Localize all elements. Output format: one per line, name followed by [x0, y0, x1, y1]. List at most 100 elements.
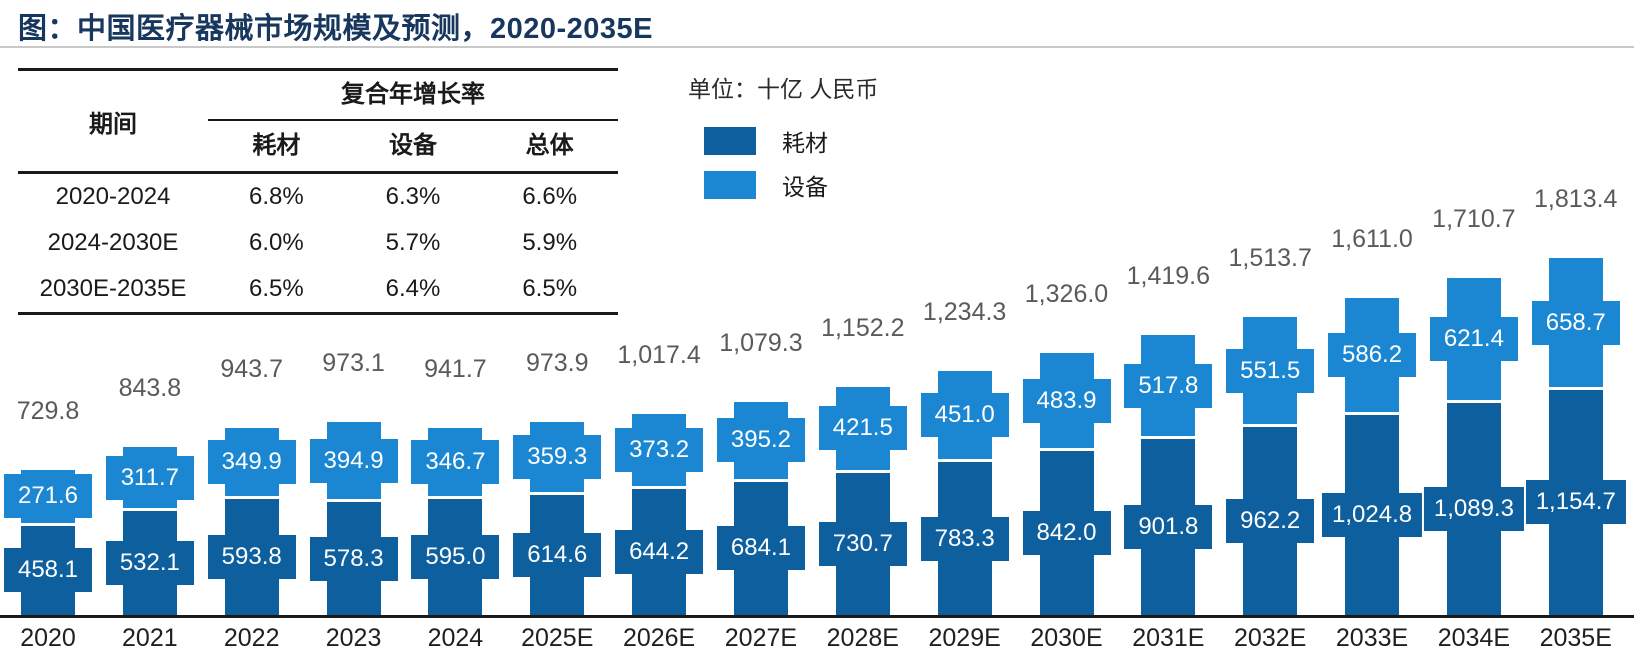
- equipment-value-label: 421.5: [818, 406, 907, 451]
- total-value-label: 973.1: [322, 349, 385, 378]
- table-row: 2020-2024 6.8% 6.3% 6.6%: [18, 174, 618, 220]
- year-label: 2033E: [1335, 624, 1409, 652]
- total-value-label: 1,234.3: [922, 298, 1007, 327]
- year-label: 2021: [122, 624, 178, 652]
- consumables-value-label: 901.8: [1124, 505, 1213, 550]
- equipment-value-label: 551.5: [1226, 348, 1315, 393]
- equipment-value-label: 586.2: [1328, 333, 1417, 378]
- cagr-group-section: 复合年增长率 耗材 设备 总体: [208, 71, 618, 171]
- consumables-value-label: 532.1: [105, 541, 194, 586]
- consumables-value-label: 614.6: [513, 533, 602, 578]
- year-label: 2034E: [1437, 624, 1511, 652]
- year-label: 2025E: [521, 624, 594, 652]
- year-label: 2032E: [1234, 624, 1307, 652]
- consumables-value-label: 595.0: [411, 535, 500, 579]
- equipment-value-label: 483.9: [1022, 378, 1111, 423]
- equipment-value-label: 349.9: [207, 440, 296, 485]
- year-label: 2035E: [1539, 624, 1612, 652]
- cagr-row2-period: 2024-2030E: [47, 229, 179, 256]
- cagr-table-header: 期间 复合年增长率 耗材 设备 总体: [18, 71, 618, 174]
- cagr-row3-total: 6.5%: [522, 275, 578, 302]
- total-value-label: 1,710.7: [1432, 205, 1516, 234]
- total-value-label: 941.7: [424, 355, 487, 384]
- year-label: 2020: [20, 624, 76, 652]
- equipment-value-label: 359.3: [513, 435, 602, 480]
- cagr-row1-period: 2020-2024: [55, 183, 171, 210]
- consumables-value-label: 1,154.7: [1525, 480, 1626, 525]
- cagr-col-total: 总体: [525, 132, 574, 159]
- equipment-value-label: 621.4: [1429, 317, 1518, 361]
- unit-label: 单位：十亿 人民币: [688, 76, 879, 102]
- equipment-value-label: 451.0: [920, 393, 1009, 438]
- total-value-label: 1,611.0: [1331, 224, 1413, 253]
- cagr-period-header: 期间: [89, 110, 137, 138]
- total-value-label: 973.9: [525, 349, 589, 378]
- title-divider-line: [0, 46, 1634, 48]
- cagr-row2-total: 5.9%: [522, 229, 578, 256]
- year-label: 2024: [427, 624, 484, 652]
- equipment-value-label: 394.9: [309, 438, 398, 483]
- cagr-row1-equipment: 6.3%: [385, 183, 441, 210]
- consumables-value-label: 783.3: [920, 516, 1009, 561]
- equipment-value-label: 395.2: [716, 418, 805, 463]
- cagr-group-header: 复合年增长率: [208, 71, 618, 121]
- cagr-row3-equipment: 6.4%: [385, 275, 441, 302]
- cagr-row1-consumables: 6.8%: [248, 183, 304, 210]
- table-row: 2030E-2035E 6.5% 6.4% 6.5%: [18, 266, 618, 312]
- equipment-value-label: 658.7: [1531, 300, 1620, 345]
- cagr-row3-consumables: 6.5%: [248, 275, 304, 302]
- year-label: 2022: [223, 624, 280, 652]
- year-label: 2031E: [1132, 624, 1205, 652]
- equipment-value-label: 346.7: [411, 440, 500, 485]
- total-value-label: 843.8: [118, 374, 182, 403]
- chart-title: 图：中国医疗器械市场规模及预测，2020-2035E: [18, 13, 654, 45]
- total-value-label: 729.8: [16, 396, 80, 425]
- total-value-label: 1,419.6: [1126, 262, 1211, 291]
- consumables-value-label: 578.3: [309, 536, 398, 581]
- cagr-row3-period: 2030E-2035E: [39, 275, 187, 302]
- legend-item-equipment: 设备: [704, 168, 828, 202]
- year-label: 2030E: [1030, 624, 1103, 652]
- consumables-value-label: 644.2: [615, 530, 704, 575]
- cagr-row2-consumables: 6.0%: [248, 229, 304, 256]
- equipment-value-label: 271.6: [4, 474, 92, 519]
- cagr-row1-total: 6.6%: [522, 183, 578, 210]
- consumables-value-label: 1,024.8: [1322, 493, 1423, 538]
- year-label: 2028E: [826, 624, 899, 652]
- equipment-legend-swatch: [704, 171, 756, 199]
- cagr-table: 期间 复合年增长率 耗材 设备 总体 2020-2024 6.8% 6.3% 6…: [18, 68, 618, 315]
- total-value-label: 943.7: [220, 354, 283, 383]
- consumables-legend-swatch: [704, 127, 756, 155]
- total-value-label: 1,513.7: [1228, 243, 1312, 272]
- consumables-value-label: 962.2: [1226, 499, 1315, 544]
- equipment-value-label: 311.7: [105, 455, 194, 500]
- equipment-legend-label: 设备: [782, 174, 828, 200]
- equipment-value-label: 517.8: [1124, 363, 1213, 408]
- total-value-label: 1,152.2: [821, 314, 905, 343]
- year-label: 2027E: [724, 624, 798, 652]
- total-value-label: 1,813.4: [1534, 185, 1618, 214]
- cagr-row2-equipment: 5.7%: [385, 229, 441, 256]
- consumables-value-label: 842.0: [1022, 510, 1111, 555]
- cagr-col-consumables: 耗材: [252, 132, 301, 159]
- consumables-value-label: 684.1: [716, 526, 805, 571]
- consumables-value-label: 593.8: [207, 535, 296, 580]
- total-value-label: 1,079.3: [719, 328, 803, 357]
- consumables-value-label: 730.7: [818, 521, 907, 566]
- cagr-col-equipment: 设备: [389, 132, 437, 159]
- equipment-value-label: 373.2: [615, 428, 704, 472]
- cagr-column-headers: 耗材 设备 总体: [208, 121, 618, 171]
- year-label: 2029E: [928, 624, 1001, 652]
- total-value-label: 1,017.4: [617, 340, 701, 369]
- consumables-value-label: 1,089.3: [1423, 486, 1524, 531]
- consumables-value-label: 458.1: [4, 548, 92, 593]
- year-label: 2026E: [622, 624, 696, 652]
- total-value-label: 1,326.0: [1024, 280, 1109, 309]
- year-label: 2023: [325, 624, 382, 652]
- table-row: 2024-2030E 6.0% 5.7% 5.9%: [18, 220, 618, 266]
- legend-item-consumables: 耗材: [704, 124, 828, 158]
- x-axis-line: [0, 615, 1634, 618]
- consumables-legend-label: 耗材: [782, 130, 828, 156]
